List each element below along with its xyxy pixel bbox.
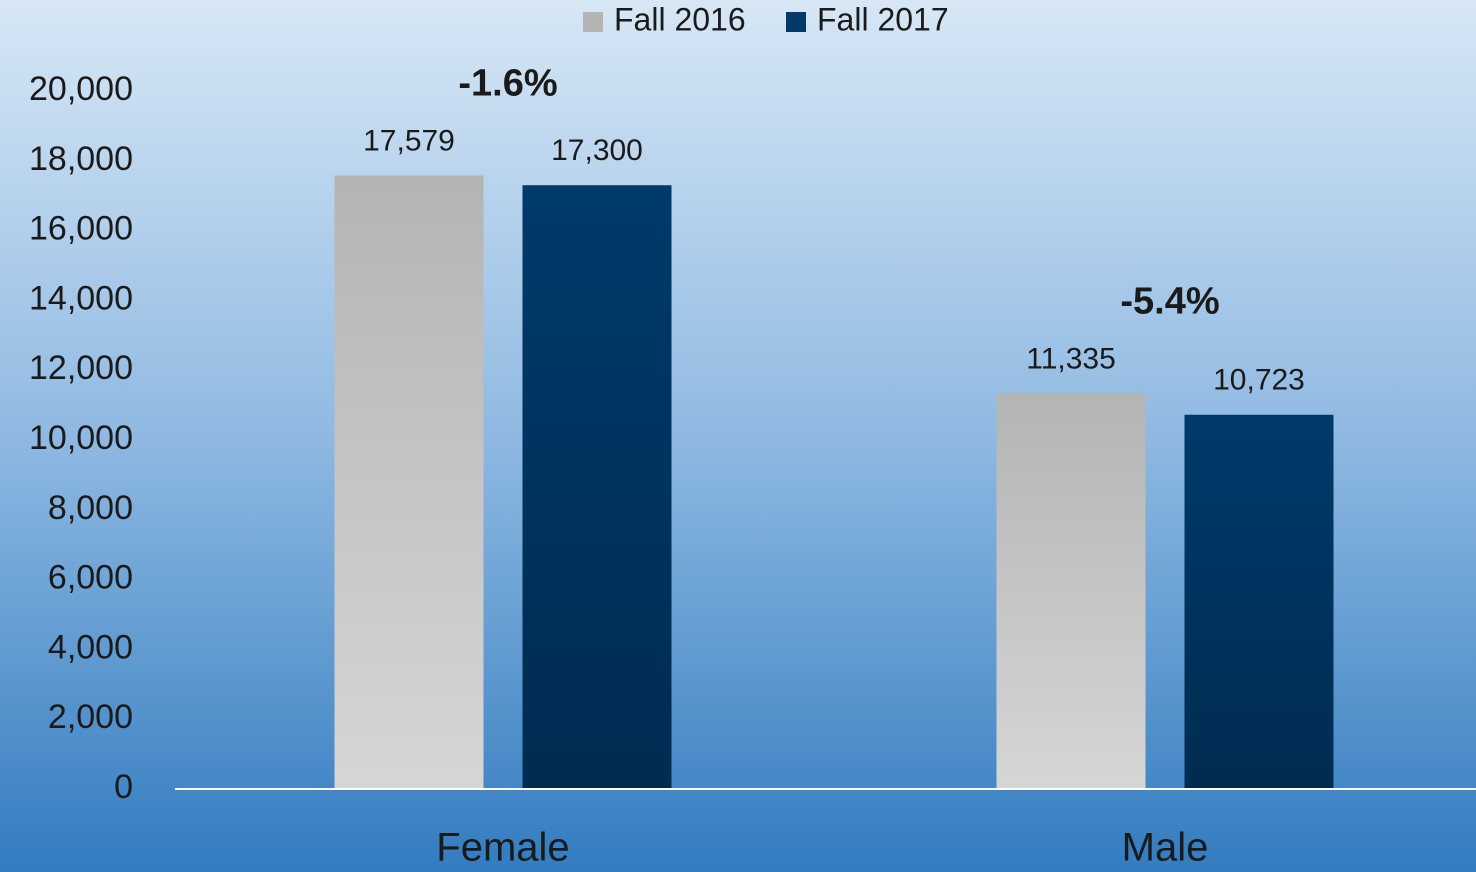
bar-shade	[522, 185, 672, 790]
value-label: 17,300	[551, 134, 643, 167]
y-tick-label: 20,000	[29, 70, 133, 108]
legend-label: Fall 2016	[614, 1, 746, 37]
legend-swatch	[583, 12, 603, 32]
bar-shade	[1184, 414, 1334, 789]
y-tick-label: 2,000	[48, 698, 133, 736]
value-label: 17,579	[363, 124, 455, 157]
legend-swatch	[786, 12, 806, 32]
y-tick-label: 4,000	[48, 628, 133, 666]
bar-shade	[996, 393, 1146, 789]
y-tick-label: 12,000	[29, 349, 133, 387]
y-tick-label: 10,000	[29, 419, 133, 457]
value-label: 10,723	[1213, 364, 1305, 397]
x-tick-label: Male	[1122, 826, 1209, 870]
legend-label: Fall 2017	[817, 1, 949, 37]
y-tick-label: 18,000	[29, 140, 133, 178]
x-tick-label: Female	[436, 826, 569, 870]
y-tick-label: 8,000	[48, 489, 133, 527]
annotation: -1.6%	[458, 63, 557, 105]
bar-shade	[334, 175, 484, 789]
annotation: -5.4%	[1120, 280, 1219, 322]
y-tick-label: 0	[114, 768, 133, 806]
y-tick-label: 14,000	[29, 279, 133, 317]
y-tick-label: 6,000	[48, 559, 133, 597]
value-label: 11,335	[1026, 342, 1116, 375]
y-tick-label: 16,000	[29, 210, 133, 248]
